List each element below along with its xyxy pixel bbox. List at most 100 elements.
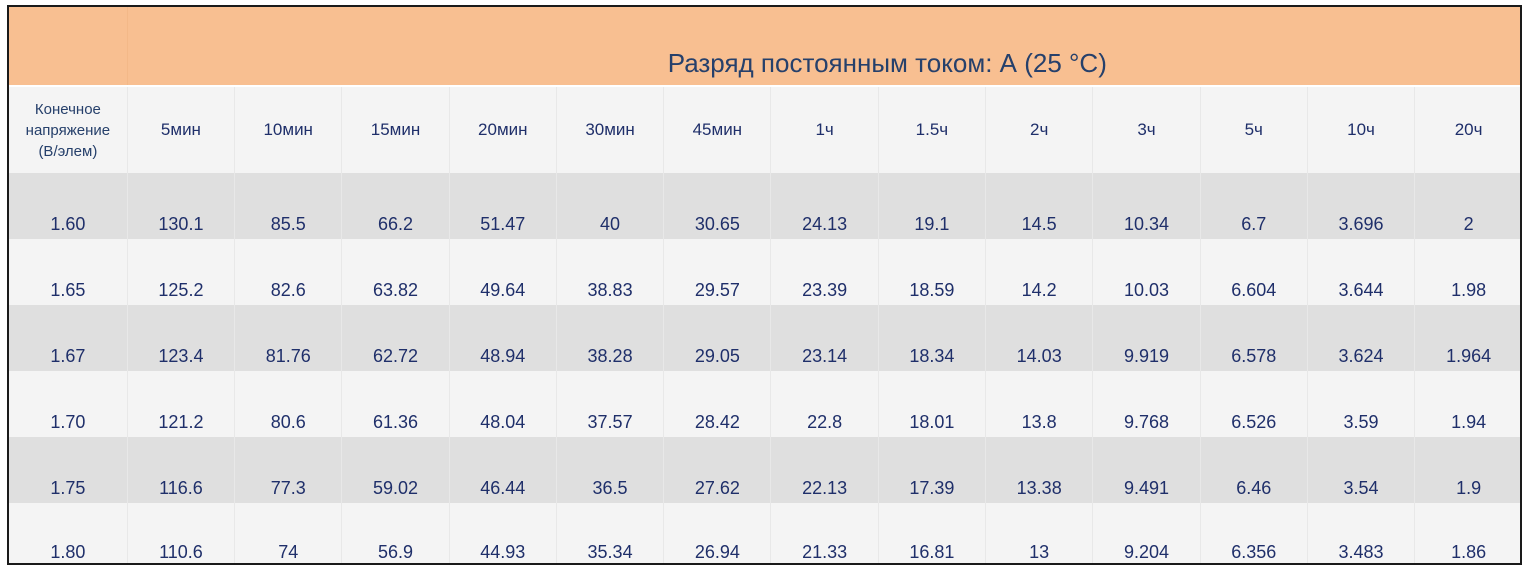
current-cell: 23.14: [770, 305, 879, 371]
column-header: 3ч: [1092, 85, 1201, 173]
current-cell: 19.1: [877, 173, 986, 239]
header-row: Конечное напряжение (В/элем) 5мин 10мин 15…: [9, 85, 1520, 173]
current-cell: 40: [555, 173, 664, 239]
column-header: 10ч: [1306, 85, 1415, 173]
current-cell: 28.42: [663, 371, 771, 437]
current-cell: 6.356: [1199, 503, 1308, 563]
table-row: 1.70 121.2 80.6 61.36 48.04 37.57 28.42 22.8 18.…: [9, 371, 1520, 437]
current-cell: 6.604: [1199, 239, 1308, 305]
discharge-table-frame: Разряд постоянным током: А (25 °C) Конеч…: [7, 5, 1522, 565]
current-cell: 44.93: [448, 503, 557, 563]
current-cell: 3.624: [1306, 305, 1415, 371]
column-header: 1ч: [770, 85, 879, 173]
current-cell: 27.62: [663, 437, 771, 503]
current-cell: 29.57: [663, 239, 771, 305]
current-cell: 81.76: [234, 305, 342, 371]
current-cell: 66.2: [341, 173, 450, 239]
current-cell: 1.94: [1414, 371, 1520, 437]
current-cell: 48.04: [448, 371, 557, 437]
current-cell: 14.5: [985, 173, 1093, 239]
column-header: 2ч: [985, 85, 1093, 173]
current-cell: 3.696: [1306, 173, 1415, 239]
current-cell: 82.6: [234, 239, 342, 305]
current-cell: 6.578: [1199, 305, 1308, 371]
current-cell: 10.03: [1092, 239, 1201, 305]
current-cell: 85.5: [234, 173, 342, 239]
current-cell: 63.82: [341, 239, 450, 305]
current-cell: 116.6: [126, 437, 235, 503]
current-cell: 9.919: [1092, 305, 1201, 371]
current-cell: 18.01: [877, 371, 986, 437]
table-row: 1.60 130.1 85.5 66.2 51.47 40 30.65 24.13 19.1 14…: [9, 173, 1520, 239]
column-header: 5ч: [1199, 85, 1308, 173]
current-cell: 59.02: [341, 437, 450, 503]
column-header: 30мин: [555, 85, 664, 173]
current-cell: 46.44: [448, 437, 557, 503]
current-cell: 9.768: [1092, 371, 1201, 437]
voltage-cell: 1.67: [9, 305, 128, 371]
current-cell: 1.98: [1414, 239, 1520, 305]
current-cell: 121.2: [126, 371, 235, 437]
current-cell: 22.13: [770, 437, 879, 503]
current-cell: 125.2: [126, 239, 235, 305]
voltage-cell: 1.80: [9, 503, 128, 563]
current-cell: 123.4: [126, 305, 235, 371]
current-cell: 36.5: [555, 437, 664, 503]
current-cell: 9.204: [1092, 503, 1201, 563]
current-cell: 24.13: [770, 173, 879, 239]
current-cell: 6.46: [1199, 437, 1308, 503]
current-cell: 26.94: [663, 503, 771, 563]
voltage-column-header: Конечное напряжение (В/элем): [9, 85, 128, 173]
column-header: 45мин: [663, 85, 771, 173]
current-cell: 13: [985, 503, 1093, 563]
current-cell: 2: [1414, 173, 1520, 239]
current-cell: 62.72: [341, 305, 450, 371]
current-cell: 1.9: [1414, 437, 1520, 503]
current-cell: 3.483: [1306, 503, 1415, 563]
current-cell: 6.526: [1199, 371, 1308, 437]
current-cell: 51.47: [448, 173, 557, 239]
current-cell: 80.6: [234, 371, 342, 437]
current-cell: 16.81: [877, 503, 986, 563]
current-cell: 14.03: [985, 305, 1093, 371]
voltage-cell: 1.70: [9, 371, 128, 437]
column-header: 20ч: [1414, 85, 1520, 173]
title-row: Разряд постоянным током: А (25 °C): [9, 7, 1520, 86]
current-cell: 21.33: [770, 503, 879, 563]
current-cell: 17.39: [877, 437, 986, 503]
current-cell: 29.05: [663, 305, 771, 371]
current-cell: 3.54: [1306, 437, 1415, 503]
current-cell: 61.36: [341, 371, 450, 437]
current-cell: 18.34: [877, 305, 986, 371]
current-cell: 30.65: [663, 173, 771, 239]
current-cell: 38.83: [555, 239, 664, 305]
current-cell: 38.28: [555, 305, 664, 371]
current-cell: 35.34: [555, 503, 664, 563]
current-cell: 9.491: [1092, 437, 1201, 503]
current-cell: 74: [234, 503, 342, 563]
current-cell: 3.59: [1306, 371, 1415, 437]
current-cell: 110.6: [126, 503, 235, 563]
voltage-cell: 1.60: [9, 173, 128, 239]
current-cell: 22.8: [770, 371, 879, 437]
current-cell: 23.39: [770, 239, 879, 305]
current-cell: 56.9: [341, 503, 450, 563]
current-cell: 14.2: [985, 239, 1093, 305]
current-cell: 1.964: [1414, 305, 1520, 371]
table-row: 1.67 123.4 81.76 62.72 48.94 38.28 29.05 23.14 1…: [9, 305, 1520, 371]
current-cell: 37.57: [555, 371, 664, 437]
current-cell: 77.3: [234, 437, 342, 503]
current-cell: 10.34: [1092, 173, 1201, 239]
voltage-cell: 1.65: [9, 239, 128, 305]
discharge-table: Разряд постоянным током: А (25 °C) Конеч…: [9, 7, 1520, 563]
voltage-cell: 1.75: [9, 437, 128, 503]
column-header: 5мин: [126, 85, 235, 173]
current-cell: 13.38: [985, 437, 1093, 503]
current-cell: 3.644: [1306, 239, 1415, 305]
current-cell: 130.1: [126, 173, 235, 239]
column-header: 10мин: [234, 85, 342, 173]
column-header: 15мин: [341, 85, 450, 173]
current-cell: 6.7: [1199, 173, 1308, 239]
column-header: 1.5ч: [877, 85, 986, 173]
column-header: 20мин: [448, 85, 557, 173]
